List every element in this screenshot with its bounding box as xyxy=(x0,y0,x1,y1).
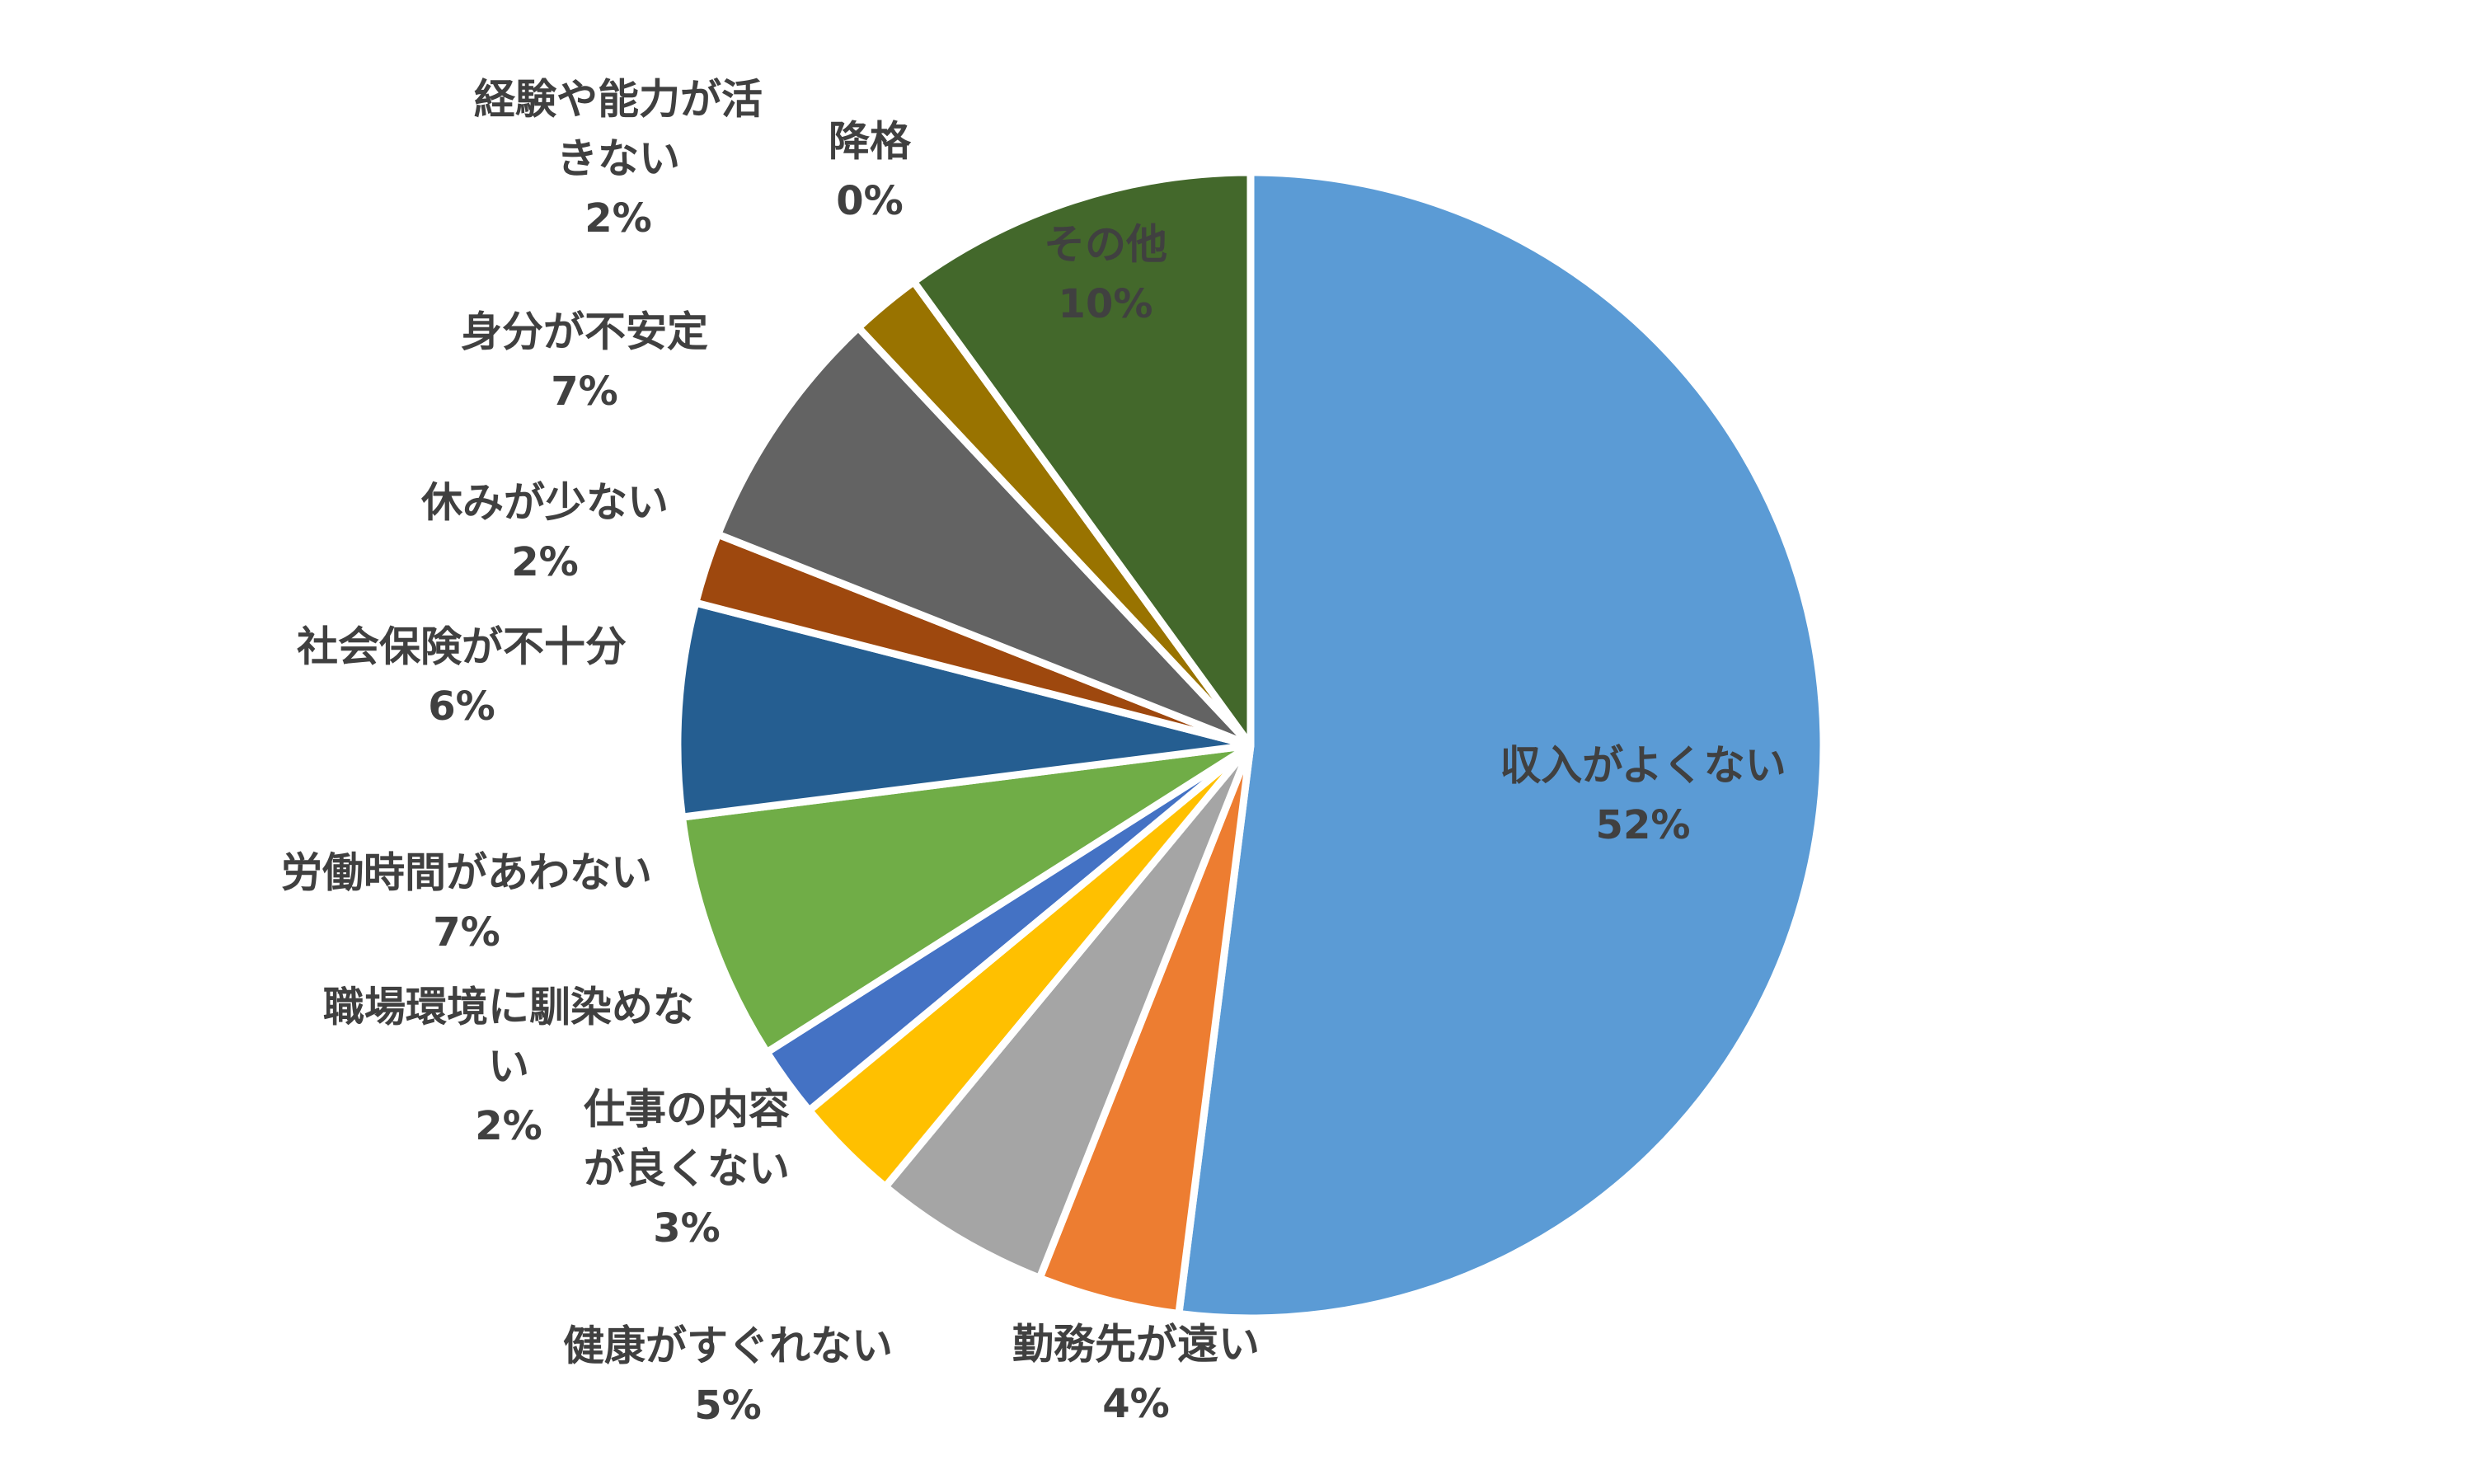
data-label-3: 健康がすぐれない 5% xyxy=(563,1322,893,1430)
pie-slice-3 xyxy=(881,741,1255,1282)
data-label-9: 身分が不安定 7% xyxy=(461,308,708,416)
slice-percent-label: 2% xyxy=(584,195,652,242)
slice-category-label: 降格 xyxy=(829,118,912,166)
pie-slices xyxy=(674,168,1828,1322)
slice-category-label: 労働時間があわない xyxy=(281,849,652,897)
slice-percent-label: 52% xyxy=(1596,802,1691,848)
slice-percent-label: 4% xyxy=(1102,1381,1170,1427)
slice-category-label: 職場環境に馴染めな xyxy=(323,984,694,1031)
slice-category-label: 仕事の内容 xyxy=(584,1086,790,1134)
slice-category-label: 健康がすぐれない xyxy=(563,1322,893,1370)
pie-slice-7 xyxy=(674,599,1255,821)
pie-slice-6 xyxy=(678,741,1255,1056)
data-label-1: 収入がよくない 52% xyxy=(1500,742,1786,849)
slice-category-label: 経験や能力が活 xyxy=(474,76,763,124)
pie-slice-12 xyxy=(909,168,1255,749)
slice-percent-label: 2% xyxy=(475,1103,542,1149)
slice-percent-label: 2% xyxy=(511,539,579,585)
data-label-8: 休みが少ない 2% xyxy=(420,479,669,586)
slice-category-label: い xyxy=(488,1043,529,1091)
slice-category-label: 社会保険が不十分 xyxy=(297,623,627,671)
slice-percent-label: 7% xyxy=(433,909,500,956)
slice-category-label: 収入がよくない xyxy=(1500,742,1786,790)
slice-percent-label: 0% xyxy=(836,178,904,224)
data-label-6: 労働時間があわない 7% xyxy=(281,849,652,956)
slice-percent-label: 7% xyxy=(551,369,618,415)
slice-category-label: 勤務先が遠い xyxy=(1012,1321,1260,1369)
data-label-7: 社会保険が不十分 6% xyxy=(297,623,627,730)
slice-category-label: その他 xyxy=(1044,221,1167,269)
pie-slice-1 xyxy=(1175,168,1828,1322)
slice-percent-label: 6% xyxy=(428,683,495,730)
slice-category-label: きない xyxy=(556,135,680,183)
data-label-12: その他 10% xyxy=(1044,221,1167,328)
slice-category-label: 身分が不安定 xyxy=(461,308,708,356)
slice-percent-label: 10% xyxy=(1059,281,1153,327)
slice-category-label: 休みが少ない xyxy=(420,479,669,527)
data-label-11: 降格 0% xyxy=(829,118,912,225)
data-label-2: 勤務先が遠い 4% xyxy=(1012,1321,1260,1428)
slice-percent-label: 5% xyxy=(694,1383,762,1429)
slice-category-label: が良くない xyxy=(584,1145,790,1193)
slice-percent-label: 3% xyxy=(653,1205,721,1252)
pie-slice-9 xyxy=(714,323,1255,749)
